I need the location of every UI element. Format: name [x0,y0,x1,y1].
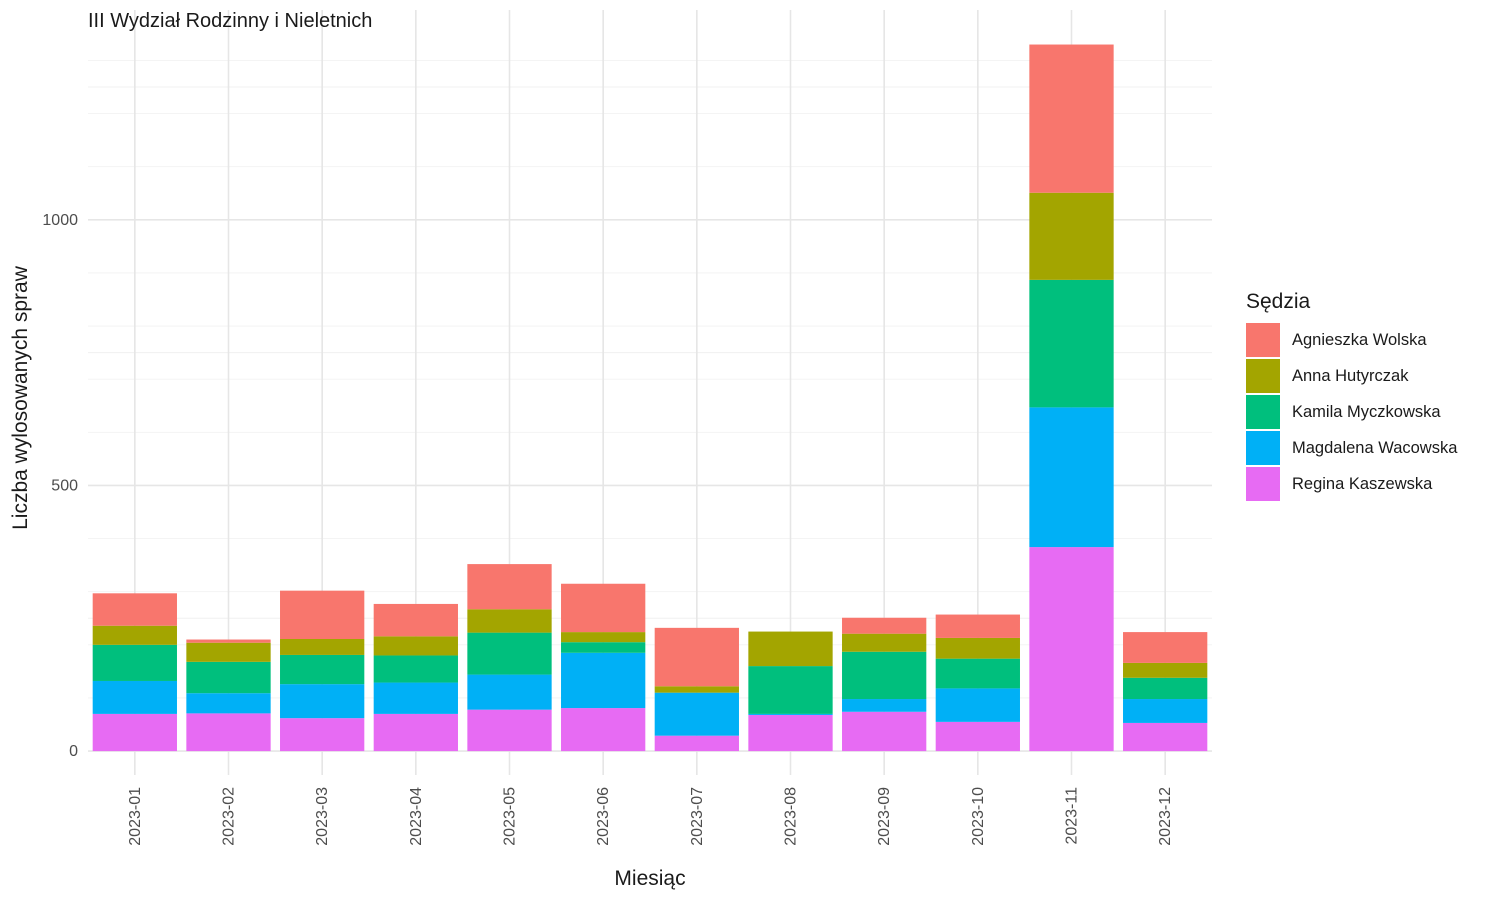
bar-segment [373,682,458,714]
bar-segment [935,658,1020,689]
bar-segment [748,713,833,715]
bar-segment [280,639,365,655]
bar-segment [748,631,833,667]
bar-segment [92,644,177,681]
bar-segment [280,654,365,685]
bar-segment [186,693,271,714]
x-tick-label: 2023-12 [1157,787,1174,846]
bar-segment [842,633,927,652]
legend-label: Kamila Myczkowska [1292,402,1441,421]
bar-segment [92,593,177,626]
bar-segment [748,666,833,714]
bar-segment [1123,632,1208,663]
bar-segment [373,655,458,683]
bar-segment [467,632,552,675]
bar-segment [186,713,271,752]
bar-segment [92,713,177,752]
bar-segment [467,674,552,710]
bar-segment [186,642,271,662]
bar-segment [373,636,458,656]
bar-segment [561,708,646,752]
x-tick-label: 2023-01 [127,787,144,846]
bar-segment [842,617,927,634]
bar-segment [654,692,739,736]
bar-segment [186,639,271,643]
x-tick-label: 2023-05 [502,787,519,846]
bar-segment [280,684,365,719]
bar-segment [467,609,552,633]
legend-label: Agnieszka Wolska [1292,330,1427,349]
bar-segment [561,632,646,643]
bar-segment [1029,407,1114,548]
legend-key [1246,359,1280,393]
x-tick-label: 2023-06 [595,787,612,846]
legend-items: Agnieszka Wolska Anna Hutyrczak Kamila Myc… [1246,322,1457,502]
bars [92,44,1208,752]
legend-key [1246,467,1280,501]
x-tick-label: 2023-03 [314,787,331,846]
legend-title: Sędzia [1246,290,1311,313]
legend-item: Kamila Myczkowska [1246,394,1457,430]
bar-segment [280,590,365,639]
legend-item: Agnieszka Wolska [1246,322,1457,358]
bar-segment [561,583,646,633]
bar-segment [654,627,739,687]
legend: Sędzia Agnieszka Wolska Anna Hutyrczak Kam… [1246,290,1457,502]
bar-segment [842,699,927,712]
bar-segment [842,711,927,752]
bar-segment [373,713,458,752]
x-axis-label: Miesiąc [614,867,685,890]
legend-key [1246,431,1280,465]
bar-segment [1029,44,1114,193]
bar-segment [373,603,458,637]
bar-segment [186,661,271,694]
y-tick-label: 1000 [42,212,78,229]
bar-segment [1029,279,1114,408]
chart-title: III Wydział Rodzinny i Nieletnich [88,10,372,32]
bar-segment [561,652,646,709]
y-tick-label: 500 [51,477,78,494]
x-tick-label: 2023-02 [221,787,238,846]
x-tick-label: 2023-07 [689,787,706,846]
bar-segment [935,721,1020,752]
bar-segment [654,735,739,752]
bar-segment [748,714,833,752]
y-axis-label: Liczba wylosowanych spraw [9,265,32,530]
legend-item: Anna Hutyrczak [1246,358,1457,394]
bar-segment [92,680,177,714]
axes: 0 500 1000 2023-01 2023-02 2023-03 2023-04 2023… [42,212,1174,846]
bar-segment [842,651,927,700]
bar-segment [1123,662,1208,678]
legend-key [1246,323,1280,357]
bar-segment [935,637,1020,659]
x-tick-label: 2023-04 [408,787,425,846]
bar-segment [280,718,365,752]
y-tick-label: 0 [69,743,78,760]
legend-label: Magdalena Wacowska [1292,438,1458,457]
x-tick-label: 2023-09 [876,787,893,846]
legend-item: Magdalena Wacowska [1246,430,1457,466]
bar-segment [467,564,552,610]
bar-segment [935,688,1020,722]
bar-segment [1123,699,1208,723]
bar-segment [92,625,177,645]
legend-label: Regina Kaszewska [1292,474,1433,493]
x-tick-label: 2023-10 [970,787,987,846]
x-tick-label: 2023-11 [1064,787,1081,845]
bar-segment [654,686,739,693]
x-tick-label: 2023-08 [783,787,800,846]
bar-segment [1123,722,1208,752]
bar-segment [1029,192,1114,280]
bar-segment [1029,547,1114,752]
bar-segment [467,709,552,752]
legend-item: Regina Kaszewska [1246,466,1457,502]
bar-segment [1123,677,1208,700]
legend-key [1246,395,1280,429]
bar-segment [561,642,646,653]
legend-label: Anna Hutyrczak [1292,366,1409,385]
bar-segment [935,614,1020,638]
